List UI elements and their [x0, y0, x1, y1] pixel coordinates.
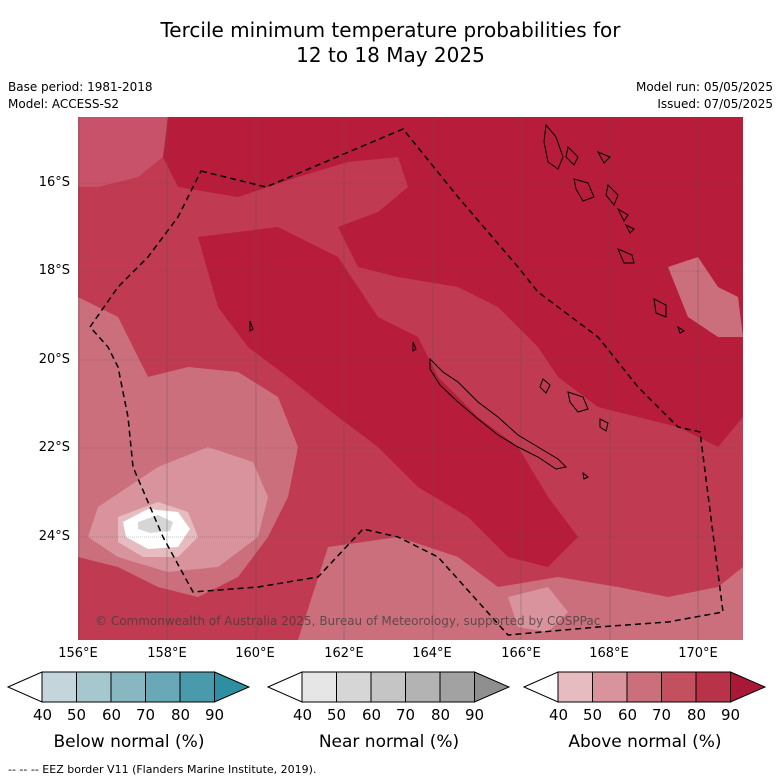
cb-below-tick: 50	[67, 706, 87, 724]
lon-label-156e: 156°E	[58, 646, 98, 661]
map-title: Tercile minimum temperature probabilitie…	[0, 18, 781, 68]
zone-80-90-central	[198, 227, 578, 567]
map-canvas	[78, 117, 743, 640]
base-period: Base period: 1981-2018	[8, 80, 153, 94]
cb-near-tick: 50	[327, 706, 347, 724]
cb-near-tick: 60	[362, 706, 382, 724]
lon-label-164e: 164°E	[412, 646, 452, 661]
lat-label-24s: 24°S	[38, 529, 70, 544]
cb-near-tick: 70	[396, 706, 416, 724]
cb-above-tick: 80	[687, 706, 707, 724]
model-run: Model run: 05/05/2025	[635, 80, 773, 94]
cb-above-tick: 70	[652, 706, 672, 724]
colorbar-near-label: Near normal (%)	[318, 732, 460, 752]
meta-right: Model run: 05/05/2025 Issued: 07/05/2025	[636, 79, 773, 113]
cb-near-tick: 90	[465, 706, 485, 724]
lat-label-16s: 16°S	[38, 175, 70, 190]
model-name: Model: ACCESS-S2	[8, 97, 120, 111]
cb-above-tick: 60	[618, 706, 638, 724]
cb-near-tick: 80	[431, 706, 451, 724]
cb-near-tick: 40	[293, 706, 313, 724]
zone-60-70-north	[78, 117, 168, 187]
probability-map: © Commonwealth of Australia 2025, Bureau…	[78, 117, 743, 640]
issued-date: Issued: 07/05/2025	[657, 97, 773, 111]
cb-below-tick: 40	[33, 706, 53, 724]
zone-80-90-northeast	[163, 117, 743, 447]
zone-50-60-south	[508, 587, 568, 632]
lat-label-20s: 20°S	[38, 352, 70, 367]
islands-vanuatu	[543, 123, 685, 334]
zone-60-70-east	[668, 257, 743, 337]
graticule	[78, 117, 743, 640]
title-line-1: Tercile minimum temperature probabilitie…	[160, 18, 621, 42]
colorbar-below	[6, 671, 251, 703]
cb-above-tick: 40	[549, 706, 569, 724]
colorbar-near	[266, 671, 511, 703]
lat-label-18s: 18°S	[38, 263, 70, 278]
eez-footer-note: -- -- -- EEZ border V11 (Flanders Marine…	[8, 763, 317, 776]
eez-border	[89, 128, 724, 636]
colorbar-above	[522, 671, 767, 703]
lon-label-162e: 162°E	[324, 646, 364, 661]
lon-label-160e: 160°E	[235, 646, 275, 661]
zone-60-70-south	[298, 537, 743, 640]
colorbar-above-label: Above normal (%)	[568, 732, 722, 752]
copyright-notice: © Commonwealth of Australia 2025, Bureau…	[95, 614, 601, 628]
lon-label-166e: 166°E	[501, 646, 541, 661]
cb-above-tick: 50	[583, 706, 603, 724]
meta-left: Base period: 1981-2018 Model: ACCESS-S2	[8, 79, 153, 113]
islands-new-caledonia	[249, 320, 609, 480]
cb-above-tick: 90	[721, 706, 741, 724]
lat-label-22s: 22°S	[38, 440, 70, 455]
cb-below-tick: 90	[205, 706, 225, 724]
cb-below-tick: 80	[171, 706, 191, 724]
zone-near-normal-core	[138, 515, 173, 533]
lon-label-168e: 168°E	[589, 646, 629, 661]
cb-below-tick: 70	[136, 706, 156, 724]
title-line-2: 12 to 18 May 2025	[296, 43, 485, 67]
lon-label-170e: 170°E	[678, 646, 718, 661]
lon-label-158e: 158°E	[147, 646, 187, 661]
cb-below-tick: 60	[102, 706, 122, 724]
colorbar-below-label: Below normal (%)	[53, 732, 205, 752]
